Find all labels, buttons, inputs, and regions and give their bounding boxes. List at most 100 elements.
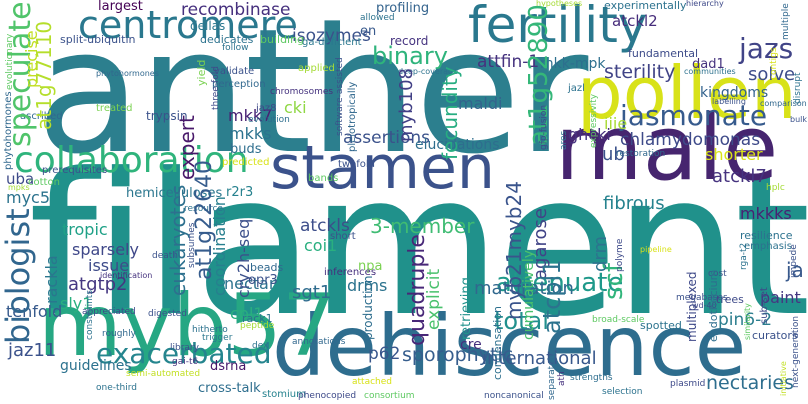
word-wd-40: wd-40 bbox=[692, 301, 717, 310]
word-largest: largest bbox=[98, 0, 143, 14]
word-atckls: atckls bbox=[300, 216, 350, 236]
word-cotton: cotton bbox=[28, 177, 60, 188]
word-hplc: hplc bbox=[766, 183, 785, 193]
word-production: production bbox=[361, 275, 375, 340]
word-contigs: subsumes bbox=[187, 222, 197, 269]
word-evolution: evolution bbox=[248, 115, 290, 125]
word-deep-coverage: software-assisted bbox=[335, 57, 345, 136]
word-iiie: iiie bbox=[604, 114, 628, 133]
word-follow: follow bbox=[222, 43, 249, 53]
word-biologist: biologist bbox=[0, 208, 37, 344]
word-nectaries: nectaries bbox=[706, 372, 794, 394]
word-sly1: sly1 bbox=[60, 294, 93, 313]
word-mkk-mpk: mkk-mpk bbox=[540, 56, 606, 72]
word-cross-talk: cross-talk bbox=[198, 381, 261, 396]
word-gai-t6: gai-t6 bbox=[172, 357, 199, 367]
word-male: male bbox=[555, 96, 779, 201]
word-coordination: coordination bbox=[210, 196, 229, 296]
word-eukaryotes: eukaryotes bbox=[166, 184, 190, 296]
word-ub: ub bbox=[602, 144, 625, 165]
word-ath: pipeline bbox=[640, 245, 672, 254]
word-communities: communities bbox=[684, 67, 736, 76]
word-p62: p62 bbox=[368, 344, 401, 364]
word-annotations: annotations bbox=[292, 337, 346, 347]
word-myc5: myc5 bbox=[6, 188, 51, 207]
word-sub-set: sub-set bbox=[759, 287, 770, 324]
word-ja: ja bbox=[786, 258, 804, 282]
word-death: death bbox=[152, 251, 178, 261]
word-chromosomes: chromosomes bbox=[270, 87, 334, 97]
word-profiling: profiling bbox=[376, 1, 430, 16]
word-strengths: strengths bbox=[570, 373, 613, 383]
word-roughly: roughly bbox=[102, 329, 136, 339]
word-jazs: jazs bbox=[739, 32, 794, 65]
word-building: building bbox=[260, 33, 305, 46]
word-rack1: rack1 bbox=[242, 312, 273, 325]
word-pipeline: initiative bbox=[779, 361, 788, 396]
word-similarity: similarity bbox=[743, 303, 752, 340]
word-atckl2: atckl2 bbox=[612, 12, 658, 30]
word-phytohormones: phytohormones bbox=[3, 91, 14, 170]
word-selection: selection bbox=[602, 387, 643, 397]
word-ares: ath bbox=[557, 371, 567, 386]
word-disrupt: disrupt bbox=[793, 72, 803, 104]
word-fundamental: fundamental bbox=[628, 47, 699, 60]
word-treated: treated bbox=[96, 103, 133, 114]
word-hypotheses: hypotheses bbox=[536, 0, 583, 8]
word-evolutionary: evolutionary bbox=[5, 33, 15, 90]
word-beads: beads bbox=[250, 261, 284, 274]
word-twofold: twofold bbox=[338, 159, 375, 170]
word-attenuate: attenuate bbox=[496, 268, 624, 298]
word-elucidations: elucidations bbox=[415, 137, 500, 153]
word-peptide: peptide bbox=[240, 321, 275, 331]
word-jaz8: jaz8 bbox=[256, 103, 277, 114]
word-experimentally: experimentally bbox=[604, 0, 687, 12]
word-fecundity: fecundity bbox=[438, 66, 462, 160]
word-cost: cost bbox=[708, 269, 727, 279]
word-sgt1: sgt1 bbox=[292, 282, 332, 303]
word-comparison: comparison bbox=[760, 99, 807, 108]
word-applied: applied bbox=[298, 63, 335, 74]
word-jasmonate: jasmonate bbox=[620, 99, 768, 132]
word-constraints: constraints bbox=[85, 289, 95, 340]
word-plasmid: plasmid bbox=[670, 379, 706, 389]
word-trees: trees bbox=[716, 293, 744, 306]
word-chlamydomonas: chlamydomonas bbox=[620, 130, 761, 150]
word-appreciated: appreciated bbox=[82, 307, 136, 317]
word-identification: identification bbox=[100, 271, 153, 280]
word-yield: yield bbox=[195, 59, 208, 86]
word-dehiscence: dehiscence bbox=[272, 297, 747, 395]
word-cumulatively: cumulatively bbox=[521, 249, 537, 340]
word-condensation: condensation bbox=[491, 305, 504, 380]
word-screens: multiple bbox=[781, 3, 791, 40]
word-stamen: stamen bbox=[270, 133, 495, 203]
word-hitherto: hitherto bbox=[192, 325, 228, 335]
word-emphasis: emphasis bbox=[744, 241, 792, 252]
word-centromere: centromere bbox=[78, 3, 298, 47]
word-maturation: maturation bbox=[474, 278, 574, 299]
word-sparsely: sparsely bbox=[72, 240, 139, 259]
word-cpl1: cpl1 bbox=[230, 304, 264, 323]
word-subsumes: gfp-fusion bbox=[539, 104, 549, 150]
word-labelling: labelling bbox=[712, 97, 746, 106]
word-expert: expert bbox=[175, 115, 199, 180]
word-library: library bbox=[170, 343, 199, 353]
word-r2r3: r2r3 bbox=[226, 185, 254, 200]
word-dedicates: dedicates bbox=[200, 33, 254, 46]
word-bands: bands bbox=[308, 173, 339, 184]
word-recombinase: recombinase bbox=[181, 0, 291, 20]
word-ghcki: ghcki bbox=[568, 125, 611, 144]
word-resource: resource bbox=[184, 204, 223, 214]
word-cki: cki bbox=[284, 98, 307, 117]
word-uba: uba bbox=[6, 170, 35, 188]
word-shorter: shorter bbox=[705, 145, 763, 164]
word-predicted: predicted bbox=[222, 157, 270, 168]
word-maldi: maldi bbox=[458, 94, 503, 113]
word-attfin-1: attfin-1 bbox=[477, 52, 540, 72]
word-trypsin: trypsin bbox=[146, 109, 188, 123]
word-coi1: coi1 bbox=[304, 236, 338, 255]
word-noncanonical: noncanonical bbox=[484, 391, 544, 401]
word-total: total bbox=[494, 307, 549, 335]
word-collaboration: collaboration bbox=[14, 140, 249, 181]
